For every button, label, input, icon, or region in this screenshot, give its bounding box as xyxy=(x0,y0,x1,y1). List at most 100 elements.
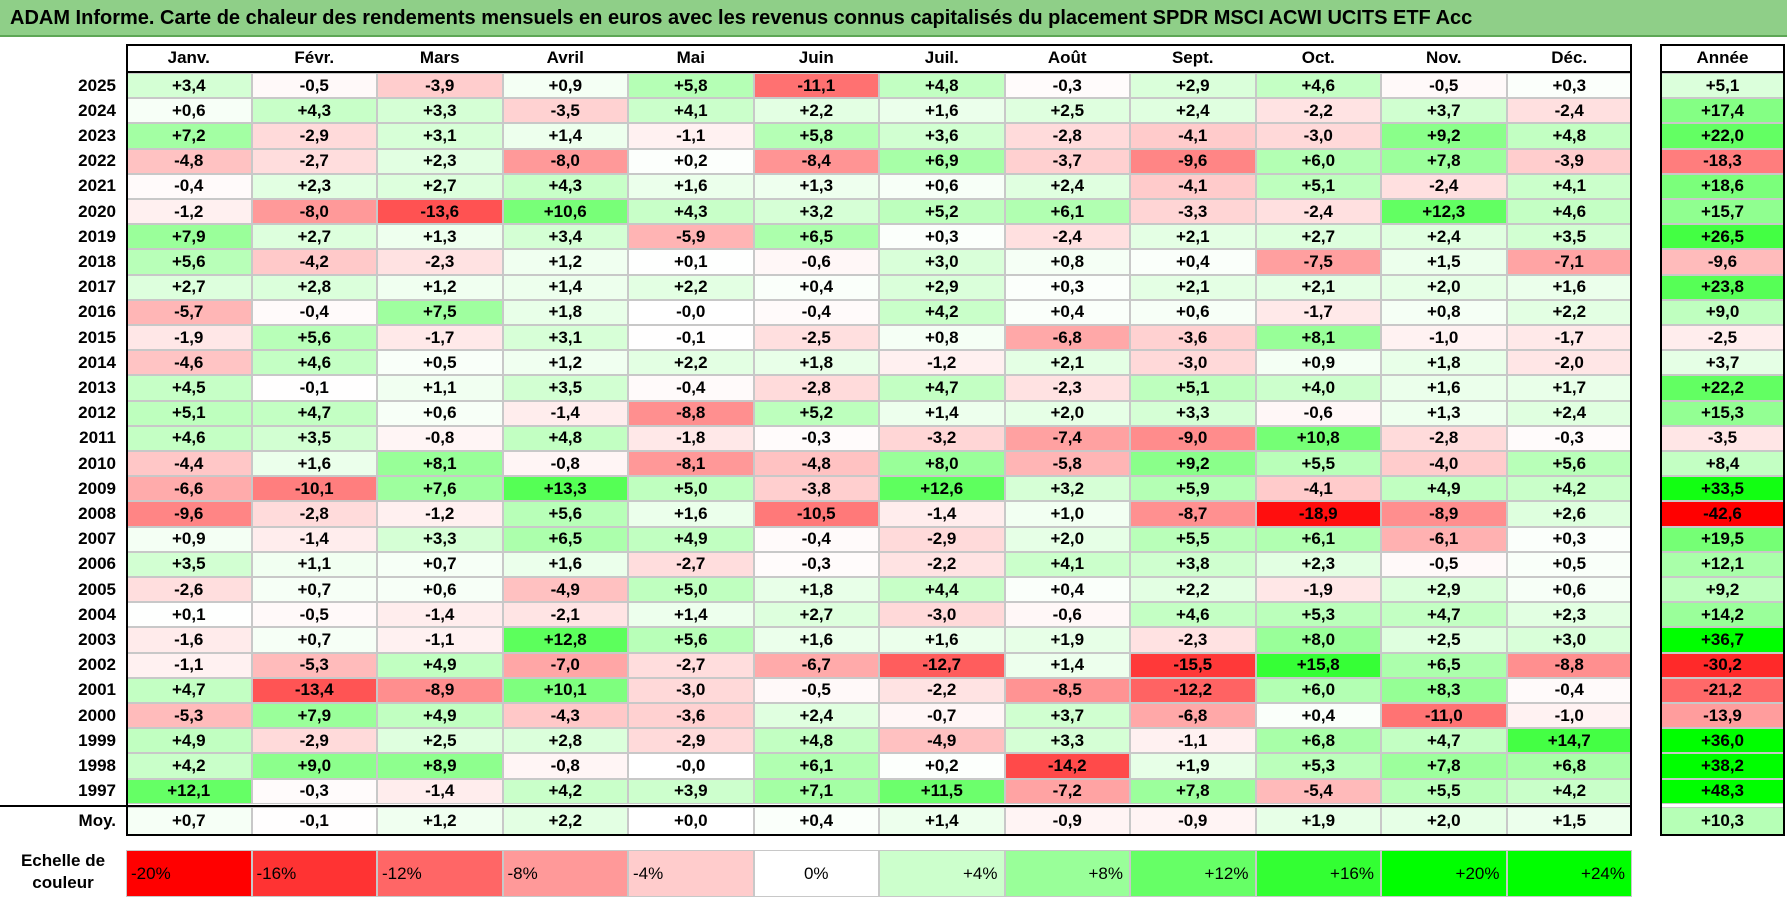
heatmap-cell: -2,0 xyxy=(1506,350,1632,376)
heatmap-cell: +4,9 xyxy=(1381,476,1507,502)
heatmap-cell: +2,9 xyxy=(1381,577,1507,603)
heatmap-cell: +4,9 xyxy=(377,652,503,678)
color-scale-swatch: +4% xyxy=(879,850,1005,897)
heatmap-cell: +1,6 xyxy=(1506,274,1632,300)
heatmap-cell: -2,2 xyxy=(1255,98,1381,124)
heatmap-cell: -0,4 xyxy=(251,299,377,325)
heatmap-cell: +4,2 xyxy=(1506,778,1632,804)
annual-cell: +18,6 xyxy=(1660,173,1785,199)
heatmap-cell: +4,1 xyxy=(628,98,754,124)
heatmap-cell: +5,5 xyxy=(1255,451,1381,477)
heatmap-cell: -0,1 xyxy=(251,375,377,401)
heatmap-cell: +5,0 xyxy=(628,577,754,603)
heatmap-cell: -0,6 xyxy=(1255,400,1381,426)
year-label: 2016 xyxy=(78,302,116,322)
heatmap-cell: +8,1 xyxy=(377,451,503,477)
year-label: 2022 xyxy=(78,151,116,171)
heatmap-cell: -10,5 xyxy=(753,501,879,527)
heatmap-cell: -2,9 xyxy=(628,728,754,754)
color-scale-swatch: -12% xyxy=(377,850,503,897)
annual-header: Année xyxy=(1660,44,1785,73)
year-label: 2002 xyxy=(78,655,116,675)
heatmap-cell: +5,5 xyxy=(1130,526,1256,552)
average-cell: -0,9 xyxy=(1004,806,1130,836)
heatmap-cell: -2,8 xyxy=(251,501,377,527)
heatmap-cell: +2,6 xyxy=(1506,501,1632,527)
heatmap-cell: +2,5 xyxy=(1004,98,1130,124)
heatmap-cell: +5,9 xyxy=(1130,476,1256,502)
heatmap-cell: +1,1 xyxy=(377,375,503,401)
heatmap-cell: +0,8 xyxy=(1381,299,1507,325)
heatmap-cell: +3,1 xyxy=(377,123,503,149)
heatmap-cell: +8,1 xyxy=(1255,325,1381,351)
month-header: Juil. xyxy=(879,44,1005,73)
heatmap-cell: +0,7 xyxy=(377,551,503,577)
heatmap-cell: -1,4 xyxy=(879,501,1005,527)
heatmap-cell: +2,2 xyxy=(628,350,754,376)
heatmap-cell: -2,7 xyxy=(628,652,754,678)
heatmap-cell: +0,9 xyxy=(502,73,628,99)
year-label: 2018 xyxy=(78,251,116,271)
heatmap-cell: +4,3 xyxy=(628,199,754,225)
color-scale-swatch: 0% xyxy=(753,850,879,897)
heatmap-cell: +0,4 xyxy=(1004,299,1130,325)
heatmap-cell: -13,4 xyxy=(251,677,377,703)
heatmap-cell: +5,8 xyxy=(753,123,879,149)
heatmap-cell: -5,4 xyxy=(1255,778,1381,804)
heatmap-cell: +12,3 xyxy=(1381,199,1507,225)
year-label: 2008 xyxy=(78,503,116,523)
heatmap-cell: -7,5 xyxy=(1255,249,1381,275)
annual-cell: +15,3 xyxy=(1660,400,1785,426)
heatmap-cell: -6,8 xyxy=(1004,325,1130,351)
year-label: 2001 xyxy=(78,680,116,700)
heatmap-cell: -0,8 xyxy=(502,451,628,477)
heatmap-cell: -18,9 xyxy=(1255,501,1381,527)
heatmap-cell: -7,4 xyxy=(1004,425,1130,451)
heatmap-cell: -0,4 xyxy=(753,299,879,325)
heatmap-cell: +2,9 xyxy=(879,274,1005,300)
month-header: Janv. xyxy=(126,44,252,73)
year-label: 2000 xyxy=(78,705,116,725)
heatmap-cell: +3,8 xyxy=(1130,551,1256,577)
heatmap-cell: -0,3 xyxy=(1506,425,1632,451)
heatmap-cell: +3,7 xyxy=(1004,703,1130,729)
heatmap-cell: +1,1 xyxy=(251,551,377,577)
heatmap-cell: +4,8 xyxy=(502,425,628,451)
heatmap-cell: -4,6 xyxy=(126,350,252,376)
heatmap-cell: +5,6 xyxy=(251,325,377,351)
heatmap-cell: -1,4 xyxy=(251,526,377,552)
heatmap-cell: +1,4 xyxy=(502,274,628,300)
heatmap-cell: -0,5 xyxy=(251,73,377,99)
heatmap-cell: +7,9 xyxy=(126,224,252,250)
heatmap-cell: +4,7 xyxy=(1381,728,1507,754)
heatmap-cell: +3,5 xyxy=(251,425,377,451)
heatmap-cell: +7,1 xyxy=(753,778,879,804)
heatmap-cell: +2,4 xyxy=(753,703,879,729)
heatmap-cell: +8,0 xyxy=(879,451,1005,477)
heatmap-cell: +1,2 xyxy=(502,249,628,275)
heatmap-cell: -8,1 xyxy=(628,451,754,477)
month-header: Juin xyxy=(753,44,879,73)
year-label: 2011 xyxy=(79,428,116,448)
heatmap-cell: -1,1 xyxy=(628,123,754,149)
heatmap-cell: +4,5 xyxy=(126,375,252,401)
heatmap-cell: -1,1 xyxy=(126,652,252,678)
heatmap-cell: -3,3 xyxy=(1130,199,1256,225)
annual-cell: +12,1 xyxy=(1660,551,1785,577)
heatmap-cell: +12,8 xyxy=(502,627,628,653)
heatmap-cell: +1,2 xyxy=(377,274,503,300)
heatmap-cell: -1,9 xyxy=(126,325,252,351)
heatmap-cell: +3,2 xyxy=(1004,476,1130,502)
heatmap-cell: +4,9 xyxy=(126,728,252,754)
heatmap-cell: +1,9 xyxy=(1004,627,1130,653)
year-label: 2015 xyxy=(78,327,116,347)
heatmap-cell: -11,1 xyxy=(753,73,879,99)
heatmap-cell: +5,1 xyxy=(1130,375,1256,401)
heatmap-cell: +7,8 xyxy=(1381,753,1507,779)
heatmap-cell: -3,6 xyxy=(1130,325,1256,351)
annual-cell: +15,7 xyxy=(1660,199,1785,225)
heatmap-cell: -0,6 xyxy=(1004,602,1130,628)
heatmap-cell: +0,4 xyxy=(1255,703,1381,729)
heatmap-cell: +0,6 xyxy=(377,577,503,603)
page-title: ADAM Informe. Carte de chaleur des rende… xyxy=(0,0,1787,37)
